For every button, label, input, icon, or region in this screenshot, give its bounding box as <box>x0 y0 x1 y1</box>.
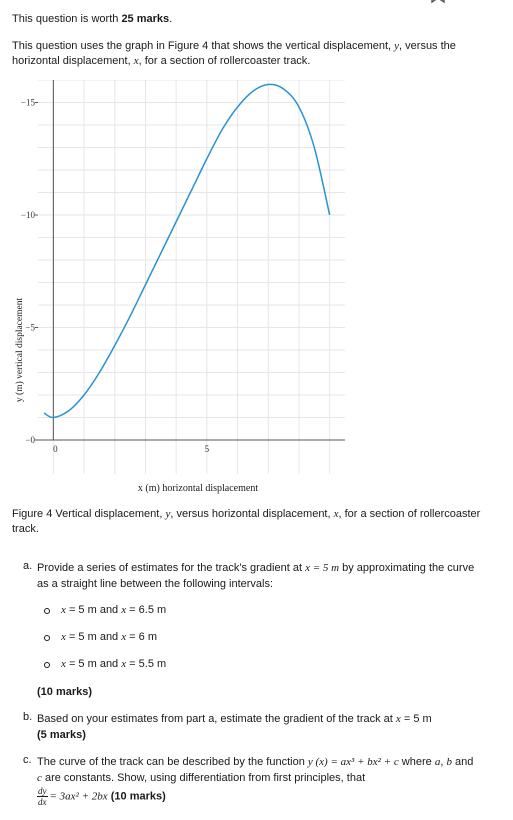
y-axis-label: y (m) vertical displacement <box>14 298 25 403</box>
y-tick-label: −0 <box>25 435 35 445</box>
chart-grid <box>38 80 345 474</box>
y-tick-label: −5 <box>25 323 35 333</box>
chart-ticks: −0 −5 −10 −15 0 5 <box>21 98 210 455</box>
y-tick-label: −10 <box>21 210 36 220</box>
function-expression: y (x) = ax³ + bx² + c <box>307 756 399 768</box>
x-axis-label: x (m) horizontal displacement <box>138 483 258 494</box>
total-marks: 25 marks <box>121 13 170 25</box>
question-b-text: Based on your estimates from part a, est… <box>37 713 432 741</box>
interval-item: x = 5 m and x = 6.5 m <box>44 603 166 630</box>
question-b-label: b. <box>23 711 33 723</box>
question-c-label: c. <box>23 754 32 766</box>
flag-question-icon[interactable] <box>431 0 445 6</box>
track-curve <box>43 83 331 419</box>
derivative-fraction: dy dx <box>37 786 48 807</box>
interval-item: x = 5 m and x = 6 m <box>44 630 166 657</box>
y-tick-label: −15 <box>21 98 36 108</box>
question-c-marks: (10 marks) <box>110 790 166 803</box>
derivative-equation: = 3ax² + 2bx <box>49 790 108 803</box>
interval-item: x = 5 m and x = 5.5 m <box>44 657 166 684</box>
question-b-marks: (5 marks) <box>37 729 86 741</box>
question-a-label: a. <box>23 560 33 572</box>
question-intro: This question uses the graph in Figure 4… <box>12 40 456 67</box>
marks-statement: This question is worth 25 marks. <box>12 13 173 25</box>
interval-list: x = 5 m and x = 6.5 m x = 5 m and x = 6 … <box>44 603 166 684</box>
displacement-chart: −0 −5 −10 −15 0 5 x (m) horizontal displaceme… <box>14 80 345 494</box>
x-tick-label: 5 <box>205 444 210 454</box>
x-tick-label: 0 <box>53 444 58 454</box>
question-a-marks: (10 marks) <box>37 686 93 698</box>
figure-caption: Figure 4 Vertical displacement, y, versu… <box>12 508 481 535</box>
math-x-equals-5m: x = 5 m <box>305 562 340 574</box>
question-a-text: Provide a series of estimates for the tr… <box>37 562 475 590</box>
question-c-text: The curve of the track can be described … <box>37 756 474 807</box>
chart-axes <box>38 80 345 441</box>
